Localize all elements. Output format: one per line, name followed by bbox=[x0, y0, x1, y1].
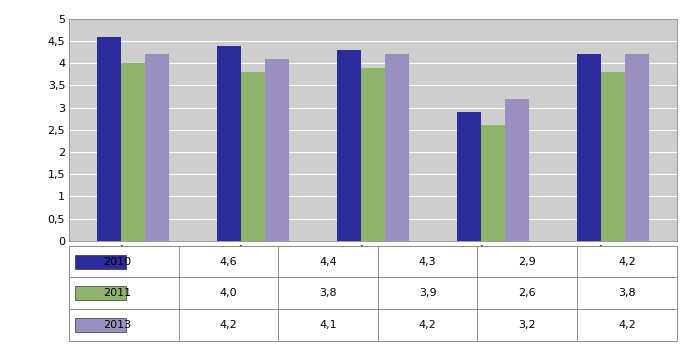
Bar bbox=[477, 278, 577, 309]
Bar bbox=[378, 278, 477, 309]
Bar bbox=[265, 59, 289, 241]
Bar bbox=[278, 278, 378, 309]
Bar bbox=[278, 246, 378, 278]
Bar bbox=[378, 309, 477, 341]
Bar bbox=[76, 255, 126, 269]
Bar bbox=[577, 246, 677, 278]
Bar bbox=[69, 278, 178, 309]
Text: 2010: 2010 bbox=[103, 257, 131, 267]
Bar bbox=[97, 37, 121, 241]
Bar bbox=[337, 50, 361, 241]
Text: 2011: 2011 bbox=[103, 288, 131, 298]
Bar bbox=[505, 99, 529, 241]
Text: 4,2: 4,2 bbox=[618, 320, 636, 330]
Text: 4,3: 4,3 bbox=[419, 257, 437, 267]
Bar bbox=[76, 318, 126, 332]
Bar bbox=[278, 309, 378, 341]
Text: 4,6: 4,6 bbox=[220, 257, 237, 267]
Text: 2,9: 2,9 bbox=[518, 257, 536, 267]
Bar bbox=[577, 278, 677, 309]
Bar bbox=[601, 72, 625, 241]
Text: 4,2: 4,2 bbox=[418, 320, 437, 330]
Text: 2013: 2013 bbox=[103, 320, 131, 330]
Text: 3,9: 3,9 bbox=[419, 288, 437, 298]
FancyBboxPatch shape bbox=[69, 246, 677, 341]
Text: 3,8: 3,8 bbox=[618, 288, 636, 298]
Text: 4,1: 4,1 bbox=[319, 320, 337, 330]
Bar bbox=[625, 54, 649, 241]
Bar bbox=[121, 63, 145, 241]
Bar bbox=[178, 246, 278, 278]
Text: 4,4: 4,4 bbox=[319, 257, 337, 267]
Bar bbox=[69, 246, 178, 278]
Text: 2,6: 2,6 bbox=[518, 288, 536, 298]
Bar bbox=[577, 309, 677, 341]
Bar bbox=[577, 54, 601, 241]
Bar bbox=[145, 54, 169, 241]
Bar bbox=[477, 246, 577, 278]
Text: 4,2: 4,2 bbox=[618, 257, 636, 267]
Text: 4,0: 4,0 bbox=[220, 288, 237, 298]
Bar bbox=[361, 68, 385, 241]
Text: 3,2: 3,2 bbox=[518, 320, 536, 330]
Bar bbox=[217, 45, 241, 241]
Bar bbox=[378, 246, 477, 278]
Bar bbox=[69, 309, 178, 341]
Bar bbox=[385, 54, 409, 241]
Bar bbox=[457, 112, 481, 241]
Bar bbox=[481, 126, 505, 241]
Text: 4,2: 4,2 bbox=[219, 320, 237, 330]
Bar bbox=[477, 309, 577, 341]
Bar bbox=[241, 72, 265, 241]
Bar bbox=[178, 278, 278, 309]
Bar bbox=[76, 286, 126, 300]
Text: 3,8: 3,8 bbox=[319, 288, 337, 298]
Bar bbox=[178, 309, 278, 341]
